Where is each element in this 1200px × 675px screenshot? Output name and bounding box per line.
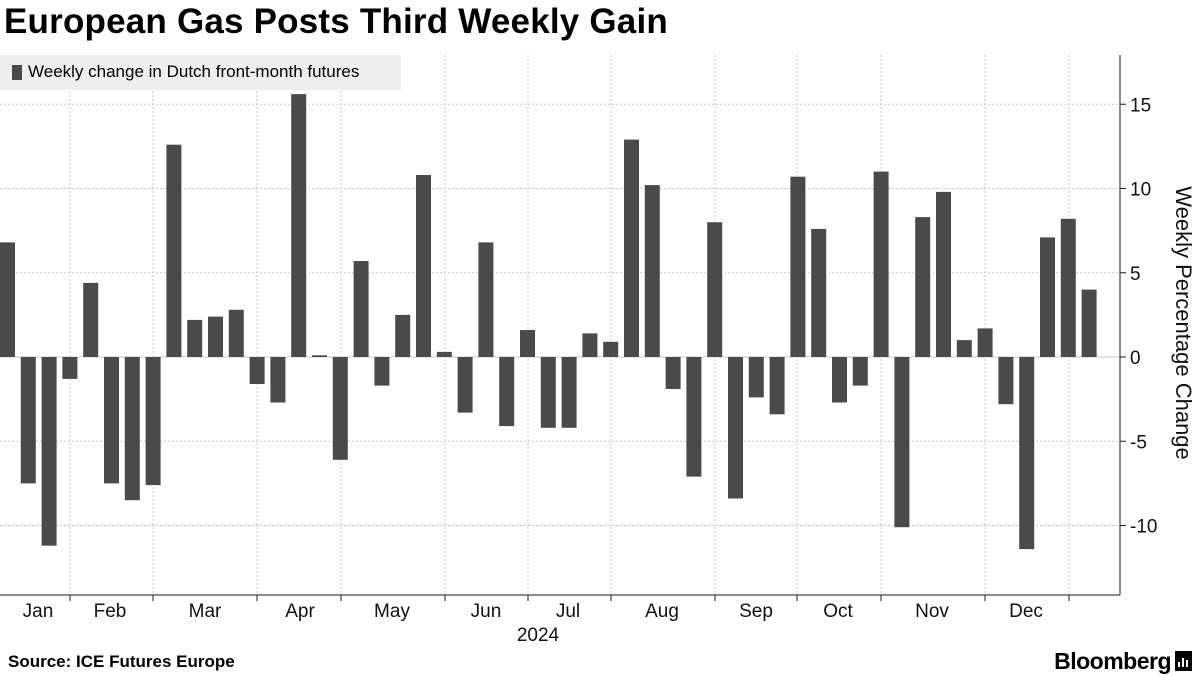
chart-title: European Gas Posts Third Weekly Gain (4, 2, 668, 41)
bar (312, 355, 327, 357)
bar (270, 357, 286, 403)
bar (145, 357, 161, 486)
x-tick-label: Sep (739, 601, 773, 622)
bar (790, 176, 806, 357)
bar (374, 357, 390, 386)
bar (769, 357, 785, 415)
y-tick-label: 15 (1130, 95, 1151, 116)
x-tick-label: Aug (645, 601, 679, 622)
bar (208, 316, 223, 357)
bar (811, 228, 827, 357)
bar (665, 357, 681, 389)
bar (520, 330, 535, 357)
x-tick-label: May (374, 601, 410, 622)
x-tick-label: Nov (915, 601, 949, 622)
bar (644, 185, 660, 357)
bar (748, 357, 764, 398)
legend: Weekly change in Dutch front-month futur… (0, 55, 401, 90)
bar (561, 357, 577, 428)
bar (62, 357, 78, 379)
bar (499, 357, 515, 427)
brand-name: Bloomberg (1054, 647, 1171, 674)
bar (998, 357, 1014, 405)
y-tick-label: -10 (1130, 517, 1157, 538)
source-note: Source: ICE Futures Europe (8, 652, 235, 671)
bar (728, 357, 743, 499)
legend-label: Weekly change in Dutch front-month futur… (28, 62, 360, 81)
brand-logo: Bloomberg (1054, 648, 1192, 674)
bar (249, 357, 265, 384)
x-tick-label: Jun (471, 601, 502, 622)
y-axis-title: Weekly Percentage Change (1171, 186, 1196, 460)
bar (1060, 218, 1076, 357)
bar (1081, 289, 1097, 357)
bar (166, 144, 182, 357)
bar (0, 242, 15, 357)
bar (624, 139, 639, 357)
bar (686, 357, 702, 477)
bar (20, 357, 36, 484)
bar (894, 357, 910, 528)
y-tick-label: 10 (1130, 180, 1151, 201)
bar (124, 357, 140, 501)
bar (332, 357, 348, 460)
bar (291, 94, 307, 357)
bar-series (0, 94, 1097, 550)
x-tick-label: Oct (823, 601, 853, 622)
bar (873, 171, 889, 357)
bar (956, 340, 972, 357)
bar (707, 222, 723, 357)
gridlines (0, 55, 1120, 595)
x-tick-label: Mar (189, 601, 222, 622)
x-tick-label: Dec (1009, 601, 1043, 622)
bar (353, 261, 369, 357)
bar (603, 341, 619, 357)
bar (457, 357, 473, 413)
bar (832, 357, 847, 403)
bar (395, 314, 411, 357)
y-tick-label: 0 (1130, 348, 1141, 369)
x-tick-label: Jan (23, 601, 54, 622)
bar (228, 309, 244, 357)
bar (41, 357, 57, 546)
bar (478, 242, 494, 357)
x-tick-label: Feb (94, 601, 127, 622)
bar (436, 351, 452, 357)
x-tick-label: Apr (285, 601, 315, 622)
bloomberg-terminal-icon (1175, 651, 1192, 671)
legend-swatch (12, 65, 22, 80)
bar (936, 191, 951, 357)
bar (915, 217, 931, 357)
x-tick-label: Jul (556, 601, 580, 622)
bar (104, 357, 119, 484)
bar (1040, 237, 1055, 357)
bar (1019, 357, 1035, 550)
bar (83, 282, 99, 357)
bar (977, 328, 993, 357)
bar (540, 357, 556, 428)
y-tick-label: -5 (1130, 432, 1147, 453)
axes: 15 10 5 0 -5 -10 Jan Feb Mar Apr May Jun Jul Aug Sep Oc… (0, 55, 1196, 646)
x-axis-title: 2024 (517, 625, 560, 646)
bar (187, 319, 203, 357)
bar (852, 357, 868, 386)
bar (582, 333, 598, 357)
bar (416, 175, 431, 357)
y-tick-label: 5 (1130, 264, 1141, 285)
